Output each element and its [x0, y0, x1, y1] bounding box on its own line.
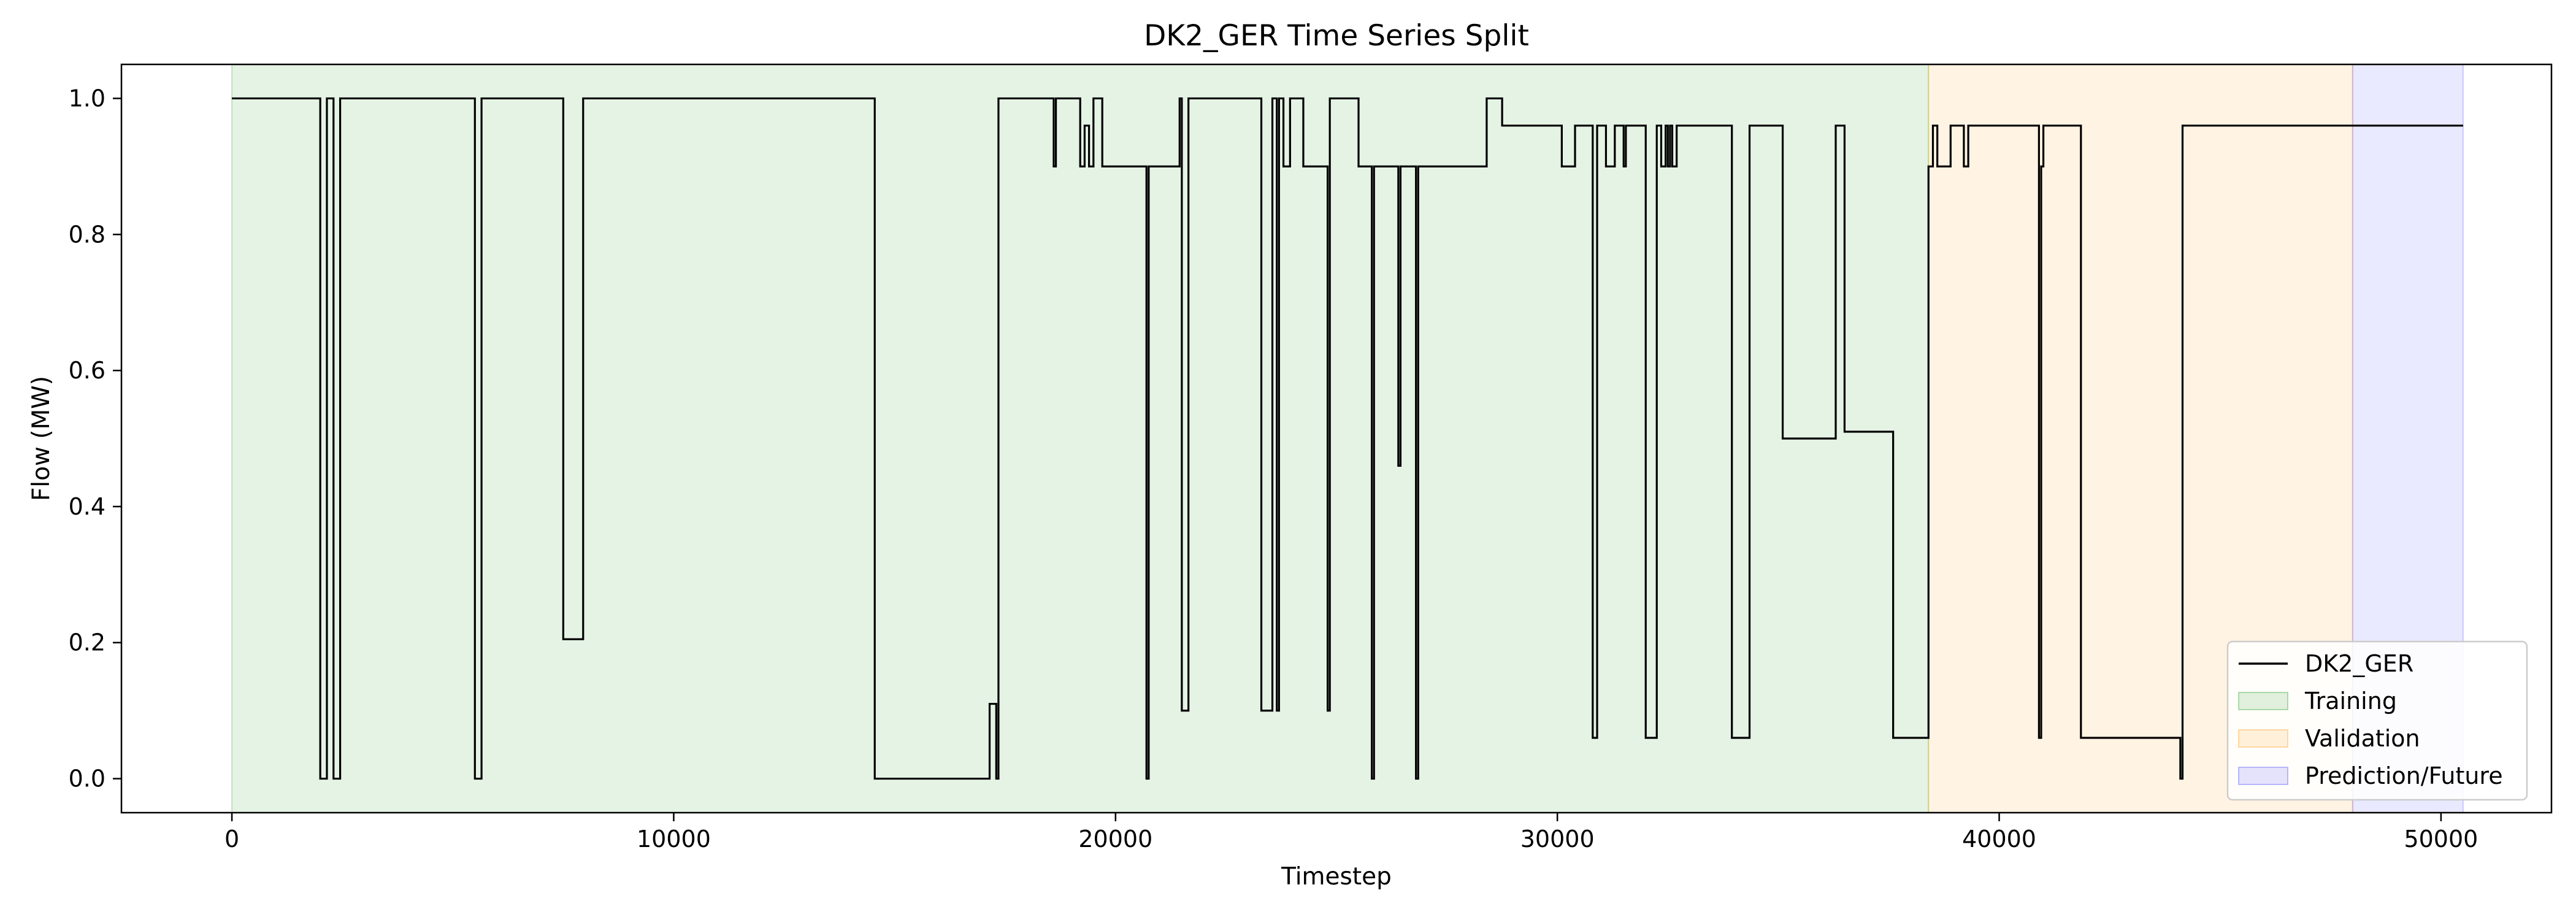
legend-swatch-validation [2238, 729, 2288, 748]
y-tick-label: 0.0 [69, 765, 105, 792]
legend-label-training: Training [2304, 688, 2397, 715]
y-tick-label: 0.2 [69, 629, 105, 656]
legend-label-prediction-future: Prediction/Future [2305, 762, 2503, 789]
x-tick-label: 40000 [1962, 826, 2036, 853]
x-tick-label: 20000 [1078, 826, 1152, 853]
region-bands [231, 64, 2464, 813]
series-line-dk2-ger [232, 97, 2463, 780]
series-layer [232, 97, 2463, 780]
y-tick-label: 1.0 [69, 85, 105, 112]
y-axis: 0.0 0.2 0.4 0.6 0.8 1.0 [69, 85, 121, 792]
legend-swatch-prediction-future [2238, 767, 2288, 785]
region-band-training [231, 64, 1930, 813]
x-axis-label: Timestep [1281, 863, 1392, 891]
legend-swatch-training [2238, 692, 2288, 710]
chart-title: DK2_GER Time Series Split [1144, 19, 1529, 53]
legend-label-dk2-ger: DK2_GER [2305, 650, 2413, 677]
legend-box [2226, 640, 2528, 801]
y-tick-label: 0.4 [69, 493, 105, 520]
x-tick-label: 50000 [2404, 826, 2478, 853]
plot-frame [120, 63, 2553, 814]
y-tick-label: 0.6 [69, 357, 105, 384]
y-axis-label: Flow (MW) [28, 376, 55, 501]
legend: DK2_GER Training Validation Prediction/Futu… [2226, 640, 2528, 801]
x-tick-label: 10000 [637, 826, 711, 853]
x-tick-label: 0 [224, 826, 239, 853]
legend-label-validation: Validation [2305, 725, 2420, 752]
x-tick-label: 30000 [1520, 826, 1595, 853]
x-axis: 0 10000 20000 30000 40000 50000 [224, 813, 2478, 853]
y-tick-label: 0.8 [69, 221, 105, 248]
